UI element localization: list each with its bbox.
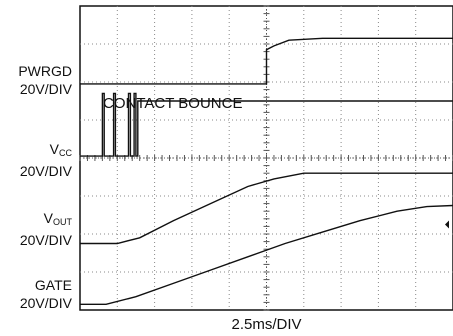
x-axis-label: 2.5ms/DIV (80, 316, 453, 333)
trigger-marker (445, 221, 449, 229)
contact-bounce-annotation: CONTACT BOUNCE (103, 95, 242, 112)
